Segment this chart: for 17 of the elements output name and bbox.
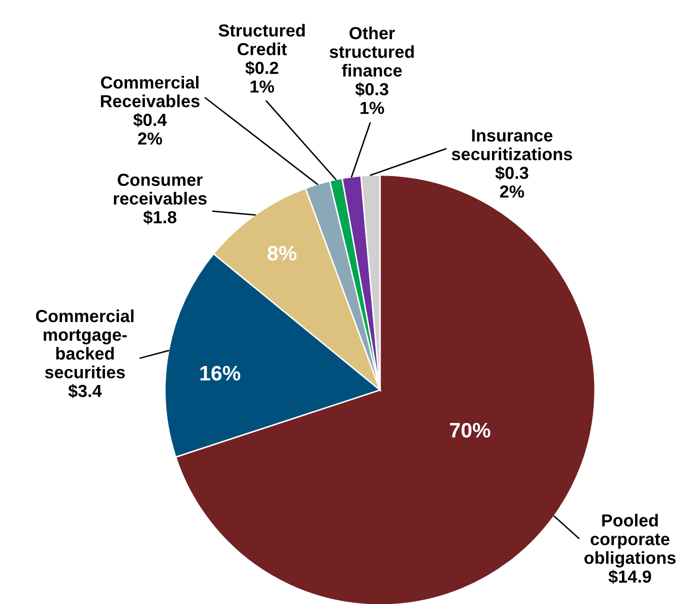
data-label: $0.2 1% [245, 60, 278, 93]
slice-label: Insurance securitizations [452, 129, 572, 160]
data-label: $1.8 [143, 210, 176, 224]
text: 16% [200, 366, 240, 381]
text: 70% [450, 422, 490, 438]
slice-label: Structured Credit [218, 24, 305, 56]
text: 8% [268, 246, 297, 261]
slice-label: Commercial Receivables [100, 76, 200, 108]
data-label: $3.4 [68, 384, 102, 398]
data-label: $0.4 2% [133, 112, 167, 145]
slice-label: Pooled corporate obligations [584, 514, 676, 568]
data-label: $0.3 1% [355, 82, 388, 114]
data-label: $14.9 [608, 570, 652, 584]
slice-label: Consumer receivables [114, 174, 207, 205]
slice-label: Other structured finance [330, 26, 414, 77]
slice-label: Commercial mortgage- backed securities [36, 309, 134, 378]
data-label: $0.3 2% [495, 166, 528, 198]
